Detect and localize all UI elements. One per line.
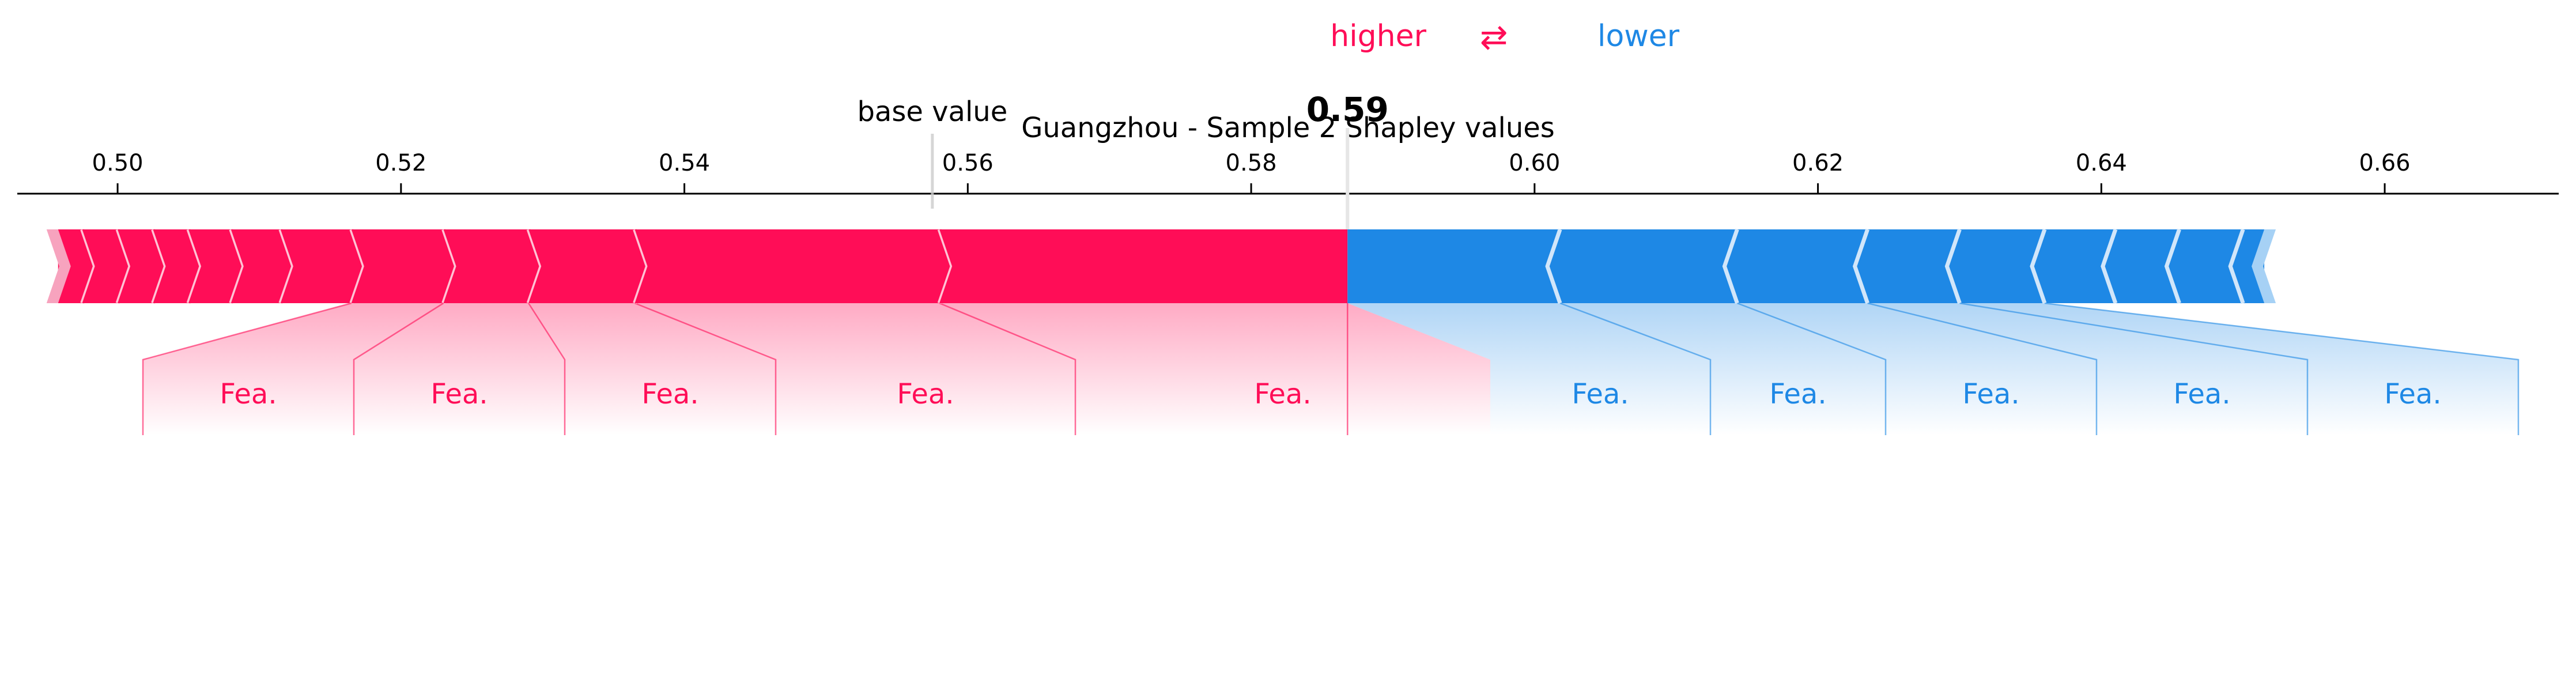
- feature-label: Fea.: [220, 378, 277, 410]
- label-connector-line: [2044, 302, 2520, 435]
- positive-bar-separator: [80, 228, 97, 304]
- negative-bar-segment: [1347, 229, 1561, 303]
- positive-bar-segment: [939, 229, 1348, 303]
- label-connector-line: [939, 302, 1077, 435]
- x-tick-label: 0.66: [2359, 150, 2411, 176]
- legend-higher-label: higher: [1330, 19, 1426, 54]
- feature-label: Fea.: [641, 378, 698, 410]
- feature-label: Fea.: [897, 378, 954, 410]
- x-tick-label: 0.60: [1509, 150, 1560, 176]
- label-connector-area: [1867, 303, 2307, 435]
- x-tick-label: 0.62: [1792, 150, 1844, 176]
- label-connector-line: [528, 303, 566, 435]
- feature-label: Fea.: [1962, 378, 2019, 410]
- x-tick-label: 0.58: [1226, 150, 1277, 176]
- x-tick-label: 0.54: [659, 150, 710, 176]
- negative-bar-separator: [1852, 228, 1869, 304]
- negative-bar-segment: [1547, 229, 1738, 303]
- negative-bar-segment: [2031, 229, 2116, 303]
- x-tick-label: 0.64: [2076, 150, 2127, 176]
- negative-bar-separator: [1545, 228, 1562, 304]
- label-connector-area: [634, 303, 1075, 435]
- label-connector-area: [143, 303, 444, 435]
- base-value-label: base value: [857, 96, 1007, 128]
- negative-bar-segment: [2166, 229, 2243, 303]
- negative-bar-separator: [1722, 228, 1739, 304]
- label-connector-area: [528, 303, 776, 435]
- feature-label: Fea.: [1254, 378, 1311, 410]
- positive-bar-segment: [58, 229, 95, 303]
- x-axis-ticks: 0.50 0.52 0.54 0.56 0.58 0.60 0.62 0.64 0.66: [92, 150, 2411, 194]
- positive-bar-segment: [118, 229, 166, 303]
- label-connector-line: [353, 302, 444, 435]
- label-connector-line: [634, 302, 777, 435]
- x-tick-label: 0.50: [92, 150, 143, 176]
- legend-arrows-icon: ⇄: [1480, 17, 1508, 56]
- positive-bar-segment: [443, 229, 542, 303]
- negative-bar-separator: [2164, 228, 2181, 304]
- chart-title: Guangzhou - Sample 2 Shapley values: [1021, 112, 1555, 144]
- negative-bar-tail: [2252, 229, 2276, 303]
- label-connector-line: [142, 302, 352, 435]
- x-tick-label: 0.56: [942, 150, 994, 176]
- negative-bar-segment: [2102, 229, 2180, 303]
- positive-bar-separator: [186, 228, 203, 304]
- negative-bar-segment: [2230, 229, 2265, 303]
- positive-bar-segment: [153, 229, 202, 303]
- positive-bar-segment: [351, 229, 456, 303]
- negative-bar-separator: [2101, 228, 2118, 304]
- feature-label: Fea.: [1572, 378, 1629, 410]
- positive-bar-segment: [528, 229, 648, 303]
- feature-labels: Fea. Fea. Fea. Fea. Fea. Fea. Fea. Fea. Fea. Fea.: [220, 378, 2441, 410]
- legend-lower-label: lower: [1597, 19, 1680, 54]
- feature-label: Fea.: [430, 378, 488, 410]
- negative-bar-segment: [1947, 229, 2045, 303]
- positive-bar-separator: [441, 228, 459, 304]
- positive-bar-segment: [188, 229, 244, 303]
- negative-bar-separator: [2030, 228, 2047, 304]
- negative-bar-segment: [1724, 229, 1868, 303]
- positive-bar-segment: [231, 229, 293, 303]
- feature-label: Fea.: [2173, 378, 2230, 410]
- label-connector-area: [1347, 303, 1710, 435]
- label-connector-area: [1737, 303, 2097, 435]
- label-connector-area: [1959, 303, 2518, 435]
- force-bars: [46, 228, 2276, 304]
- negative-bar-separator: [1944, 228, 1962, 304]
- label-connector-area: [1560, 303, 1886, 435]
- positive-bar-segment: [634, 229, 953, 303]
- positive-bar-segment: [280, 229, 364, 303]
- feature-label: Fea.: [2384, 378, 2441, 410]
- label-connector-area: [354, 303, 565, 435]
- positive-bar-segment: [82, 229, 131, 303]
- x-tick-label: 0.52: [375, 150, 426, 176]
- positive-bar-separator: [526, 228, 543, 304]
- label-connectors: [142, 302, 2520, 435]
- positive-bar-tail: [46, 229, 71, 303]
- feature-label: Fea.: [1769, 378, 1826, 410]
- negative-bar-segment: [1854, 229, 1960, 303]
- label-connector-area: [939, 303, 1490, 435]
- negative-bar-separator: [2228, 228, 2245, 304]
- output-value-label: 0.59: [1306, 90, 1389, 129]
